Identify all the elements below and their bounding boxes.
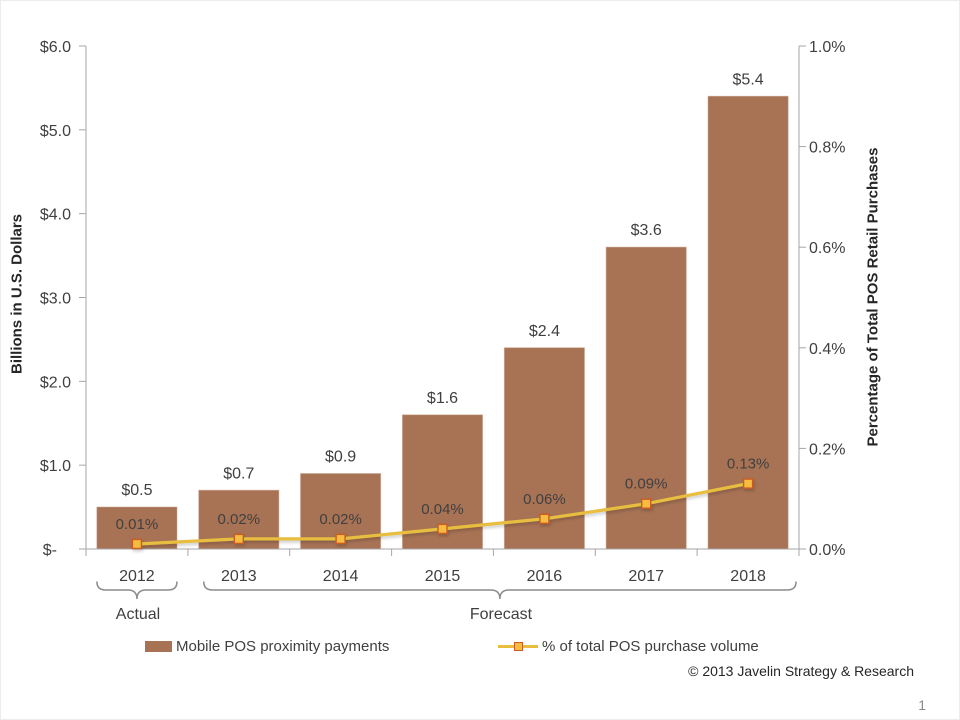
actual-label: Actual	[115, 606, 161, 623]
left-axis-tick-label: $-	[43, 542, 57, 559]
bar-value-label-2014: $0.9	[325, 449, 356, 466]
left-axis-tick-label: $6.0	[40, 39, 71, 56]
bar-series-swatch-icon	[145, 641, 172, 652]
line-marker-2012	[131, 538, 143, 550]
page-number: 1	[918, 697, 926, 713]
x-tick-label-2014: 2014	[323, 568, 359, 585]
bar-value-label-2017: $3.6	[631, 222, 662, 239]
left-axis-tick-label: $5.0	[40, 123, 71, 140]
line-marker-2014	[335, 533, 346, 545]
line-marker-2013	[233, 533, 245, 545]
x-tick-label-2017: 2017	[628, 568, 664, 585]
legend-item-bar-series: Mobile POS proximity payments	[145, 638, 389, 655]
left-axis-tick-label: $2.0	[40, 374, 71, 391]
x-tick-label-2013: 2013	[221, 568, 257, 585]
right-axis-tick-label: 0.8%	[809, 140, 845, 157]
line-marker-2018	[742, 478, 754, 489]
bar-value-label-2015: $1.6	[427, 390, 458, 407]
right-axis-tick-label: 0.6%	[809, 240, 845, 257]
left-axis-tick-label: $1.0	[40, 458, 71, 475]
legend-item-line-series: % of total POS purchase volume	[498, 638, 759, 655]
left-axis-tick-label: $3.0	[40, 291, 71, 308]
legend-label-bar-series: Mobile POS proximity payments	[176, 638, 390, 655]
x-tick-label-2012: 2012	[119, 568, 155, 585]
right-axis-tick-label: 0.2%	[809, 441, 845, 458]
line-swatch-marker	[514, 642, 523, 651]
actual-brace	[96, 581, 178, 600]
right-axis-tick-label: 0.4%	[809, 341, 845, 358]
line-marker-2016	[539, 513, 550, 524]
line-series-group	[131, 478, 754, 550]
x-tick-label-2016: 2016	[527, 568, 563, 585]
left-axis-tick-label: $4.0	[40, 207, 71, 224]
percent-label-2016: 0.06%	[523, 491, 566, 508]
right-axis-title: Percentage of Total POS Retail Purchases	[864, 147, 882, 447]
bar-value-label-2013: $0.7	[223, 465, 254, 482]
bar-value-label-2018: $5.4	[733, 71, 764, 88]
percent-label-2018: 0.13%	[727, 456, 770, 473]
legend-label-line-series: % of total POS purchase volume	[542, 638, 759, 655]
x-tick-label-2018: 2018	[730, 568, 766, 585]
percent-label-2013: 0.02%	[218, 511, 261, 528]
percent-label-2012: 0.01%	[116, 516, 159, 533]
line-series-swatch-icon	[498, 642, 538, 651]
line-marker-2015	[437, 523, 448, 535]
left-axis-title: Billions in U.S. Dollars	[8, 213, 26, 375]
percent-label-2014: 0.02%	[319, 511, 362, 528]
line-marker-2017	[641, 498, 652, 509]
bar-value-label-2012: $0.5	[121, 482, 152, 499]
right-axis-tick-label: 0.0%	[809, 542, 845, 559]
percent-label-2015: 0.04%	[421, 501, 464, 518]
x-tick-label-2015: 2015	[425, 568, 461, 585]
forecast-brace	[203, 581, 797, 600]
right-axis-tick-label: 1.0%	[809, 39, 845, 56]
percent-label-2017: 0.09%	[625, 476, 668, 493]
bar-value-label-2016: $2.4	[529, 323, 560, 340]
forecast-label: Forecast	[469, 606, 533, 623]
copyright-text: © 2013 Javelin Strategy & Research	[688, 663, 914, 679]
